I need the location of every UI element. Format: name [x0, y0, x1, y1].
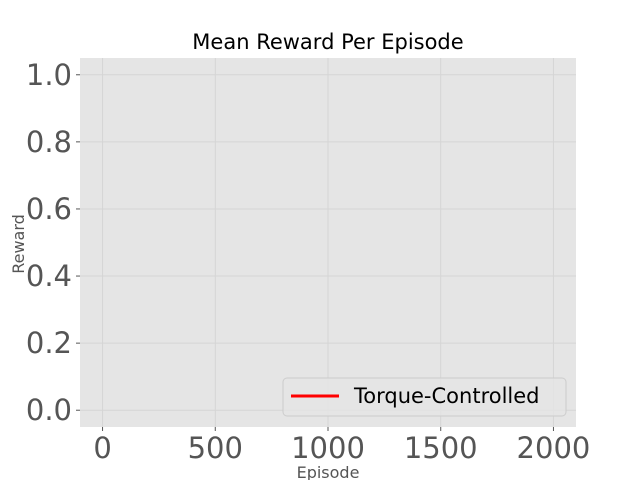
y-tick-label: 0.8	[26, 125, 72, 159]
legend-series-label: Torque-Controlled	[353, 384, 540, 408]
y-tick-label: 0.6	[26, 192, 72, 226]
chart-title: Mean Reward Per Episode	[192, 30, 463, 54]
x-tick-label: 500	[188, 431, 243, 465]
y-tick-label: 1.0	[26, 58, 72, 92]
y-tick-label: 0.0	[26, 393, 72, 427]
legend: Torque-Controlled	[282, 377, 567, 417]
x-tick-label: 2000	[517, 431, 591, 465]
legend-box	[282, 377, 567, 417]
x-axis-ticks: 0 500 1000 1500 2000	[93, 427, 590, 465]
y-tick-label: 0.4	[26, 259, 72, 293]
grid	[80, 58, 576, 427]
x-axis-label: Episode	[297, 463, 360, 480]
x-tick-label: 1000	[291, 431, 365, 465]
x-tick-label: 1500	[404, 431, 478, 465]
y-axis-label: Reward	[9, 214, 28, 274]
x-tick-label: 0	[93, 431, 111, 465]
y-axis-ticks: 0.0 0.2 0.4 0.6 0.8 1.0	[26, 58, 80, 427]
y-tick-label: 0.2	[26, 326, 72, 360]
